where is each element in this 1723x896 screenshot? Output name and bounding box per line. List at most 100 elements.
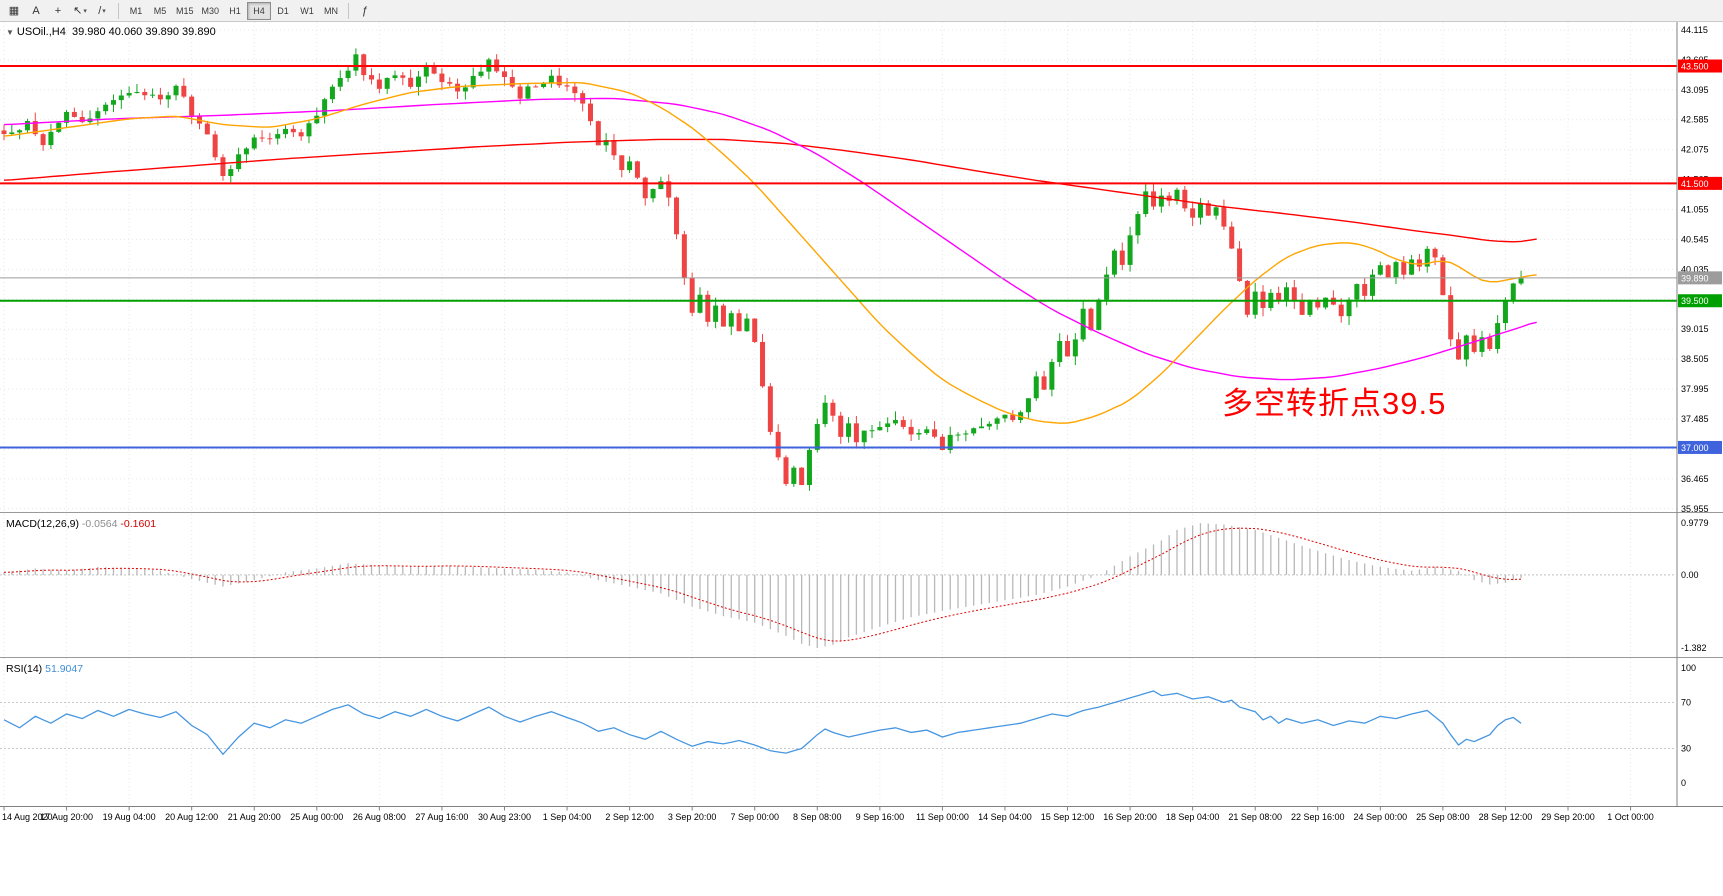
cursor-tool-icon[interactable]: ↖ ▾	[73, 5, 87, 17]
candle-body	[650, 189, 656, 199]
candle-body	[1495, 323, 1501, 349]
timeframe-button-h4[interactable]: H4	[247, 2, 272, 20]
candle-body	[337, 78, 343, 87]
candle-body	[64, 111, 70, 123]
candle-body	[611, 140, 617, 156]
candle-body	[736, 313, 742, 332]
candle-body	[447, 82, 453, 84]
candle-body	[603, 140, 609, 146]
candle-body	[1432, 248, 1438, 258]
candle-body	[1315, 300, 1321, 308]
candle-body	[1166, 195, 1172, 201]
time-axis-label: 17 Aug 20:00	[40, 812, 93, 822]
charts-grid-icon[interactable]: ▦	[8, 5, 20, 17]
candle-body	[1354, 284, 1360, 300]
candle-body	[728, 313, 734, 327]
candle-body	[181, 85, 187, 97]
candle-body	[400, 75, 406, 78]
candle-body	[1072, 339, 1078, 357]
timeframe-button-h1[interactable]: H1	[229, 6, 241, 16]
indicators-icon[interactable]: ƒ	[361, 5, 369, 17]
chart-canvas[interactable]: 44.11543.60543.09542.58542.07541.56541.0…	[0, 22, 1723, 896]
candle-body	[1127, 235, 1133, 265]
candle-body	[674, 197, 680, 235]
time-axis-label: 25 Sep 08:00	[1416, 812, 1470, 822]
candle-body	[32, 121, 38, 135]
timeframe-button-m15[interactable]: M15	[176, 6, 194, 16]
candle-body	[830, 402, 836, 416]
candle-body	[1307, 300, 1313, 315]
candle-body	[1244, 280, 1250, 315]
candle-body	[1135, 214, 1141, 236]
candle-body	[627, 161, 633, 171]
price-badge	[1678, 59, 1722, 73]
timeframe-button-m1[interactable]: M1	[129, 6, 143, 16]
candle-body	[1510, 283, 1516, 300]
candle-body	[462, 87, 468, 92]
candle-body	[1393, 262, 1399, 278]
time-axis-label: 18 Sep 04:00	[1166, 812, 1220, 822]
candle-body	[384, 77, 390, 89]
price-scale-label: 37.485	[1681, 414, 1709, 424]
chart-title: ▼ USOil.,H4 39.980 40.060 39.890 39.890	[6, 26, 216, 38]
candle-body	[767, 386, 773, 432]
candle-body	[908, 426, 914, 435]
line-studies-icon[interactable]: / ▾	[98, 5, 106, 17]
rsi-indicator-header: RSI(14) 51.9047	[6, 663, 83, 675]
price-scale-label: 40.545	[1681, 234, 1709, 244]
timeframe-button-m5[interactable]: M5	[153, 6, 167, 16]
timeframe-button-d1[interactable]: D1	[277, 6, 289, 16]
candle-body	[1190, 208, 1196, 218]
text-label-tool-icon[interactable]: A	[32, 5, 40, 17]
candle-body	[525, 86, 531, 99]
candle-body	[1370, 274, 1375, 296]
time-axis-label: 2 Sep 12:00	[605, 812, 654, 822]
candle-body	[1002, 414, 1008, 419]
price-scale-label: 38.505	[1681, 354, 1709, 364]
price-scale-label: 44.115	[1681, 25, 1708, 35]
candle-body	[595, 121, 601, 146]
candle-body	[1362, 284, 1368, 296]
price-badge-label: 39.500	[1681, 296, 1709, 306]
crosshair-tool-icon[interactable]: +	[54, 5, 62, 17]
candle-body	[689, 278, 695, 313]
candle-body	[1463, 335, 1469, 360]
candle-body	[392, 75, 398, 78]
chart-surface[interactable]: 44.11543.60543.09542.58542.07541.56541.0…	[0, 22, 1723, 896]
candle-body	[259, 137, 265, 139]
time-axis-label: 29 Sep 20:00	[1541, 812, 1595, 822]
candle-body	[963, 433, 969, 435]
macd-label: MACD(12,26,9)	[6, 518, 79, 530]
candle-body	[376, 79, 382, 89]
time-axis-label: 7 Sep 00:00	[730, 812, 779, 822]
candle-body	[150, 94, 156, 96]
timeframe-button-m30[interactable]: M30	[201, 6, 220, 16]
candle-body	[423, 65, 429, 77]
candle-body	[885, 423, 891, 428]
candle-body	[431, 65, 437, 74]
price-badge-label: 41.500	[1681, 179, 1709, 189]
timeframe-button-mn[interactable]: MN	[324, 6, 339, 16]
price-scale-label: 39.015	[1681, 324, 1709, 334]
candle-body	[658, 181, 664, 190]
candle-body	[283, 128, 289, 135]
candle-body	[564, 85, 570, 87]
time-axis-label: 20 Aug 12:00	[165, 812, 218, 822]
chart-background	[0, 22, 1723, 896]
price-scale-label: 40.035	[1681, 264, 1709, 274]
candle-body	[1299, 300, 1305, 315]
toolbar: ▦ A + ↖ ▾ / ▾ M1 M5 M15 M30 H1 H4 D1 W1 MN ƒ	[0, 0, 1723, 22]
price-badge-label: 37.000	[1681, 443, 1709, 453]
candle-body	[1025, 398, 1031, 413]
candle-body	[1409, 259, 1415, 275]
candle-body	[1213, 207, 1219, 216]
candle-body	[1252, 291, 1258, 315]
time-axis-label: 14 Sep 04:00	[978, 812, 1032, 822]
timeframe-button-w1[interactable]: W1	[300, 6, 314, 16]
timeframe-button-group: M1 M5 M15 M30 H1 H4 D1 W1 MN	[124, 1, 343, 20]
candle-body	[306, 123, 312, 137]
toolbar-right-icons: ƒ	[354, 1, 376, 20]
macd-scale-label: 0.9779	[1681, 518, 1709, 528]
ma-slow-red-line	[3, 138, 1537, 243]
candle-body	[619, 155, 625, 171]
